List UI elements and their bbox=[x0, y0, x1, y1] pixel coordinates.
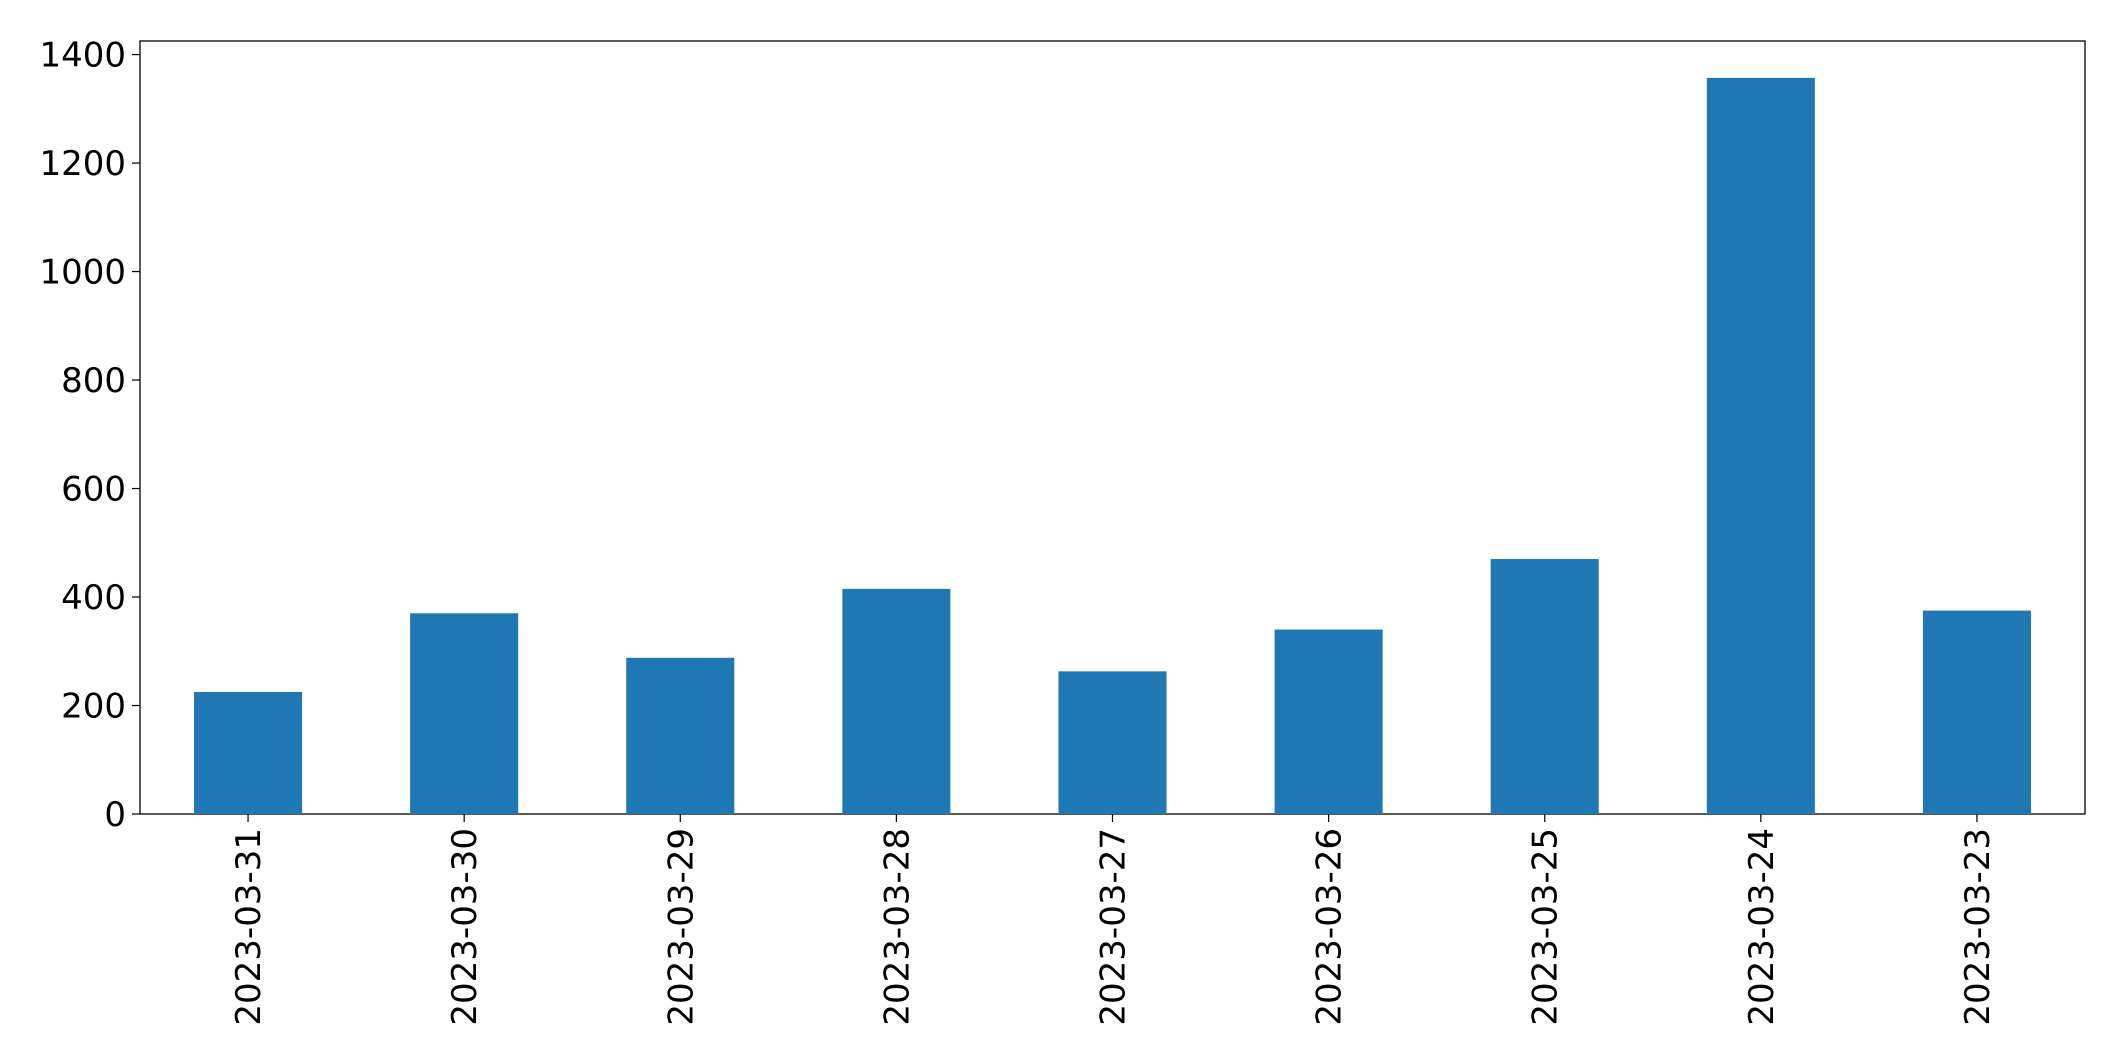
bar bbox=[1274, 629, 1383, 814]
y-tick-label: 0 bbox=[104, 795, 126, 835]
bar bbox=[1922, 610, 2031, 814]
bar bbox=[842, 588, 951, 814]
x-tick-label: 2023-03-23 bbox=[1958, 828, 1998, 1026]
x-tick-label: 2023-03-30 bbox=[445, 828, 485, 1026]
x-tick-label: 2023-03-24 bbox=[1742, 828, 1782, 1026]
y-tick-label: 800 bbox=[61, 361, 126, 401]
y-tick-label: 1400 bbox=[39, 36, 126, 76]
y-tick-label: 1200 bbox=[39, 144, 126, 184]
bar bbox=[1490, 559, 1599, 814]
x-tick-label: 2023-03-31 bbox=[229, 828, 269, 1026]
bar bbox=[626, 657, 735, 814]
y-tick-label: 600 bbox=[61, 470, 126, 510]
bar bbox=[410, 613, 519, 814]
x-tick-label: 2023-03-27 bbox=[1094, 828, 1134, 1026]
y-tick-label: 400 bbox=[61, 578, 126, 618]
bar bbox=[1706, 77, 1815, 814]
x-tick-label: 2023-03-25 bbox=[1526, 828, 1566, 1026]
x-tick-label: 2023-03-28 bbox=[877, 828, 917, 1026]
x-tick-label: 2023-03-26 bbox=[1310, 828, 1350, 1026]
x-tick-label: 2023-03-29 bbox=[661, 828, 701, 1026]
bar bbox=[194, 691, 303, 814]
bar bbox=[1058, 671, 1167, 814]
y-tick-label: 200 bbox=[61, 687, 126, 727]
y-tick-label: 1000 bbox=[39, 253, 126, 293]
